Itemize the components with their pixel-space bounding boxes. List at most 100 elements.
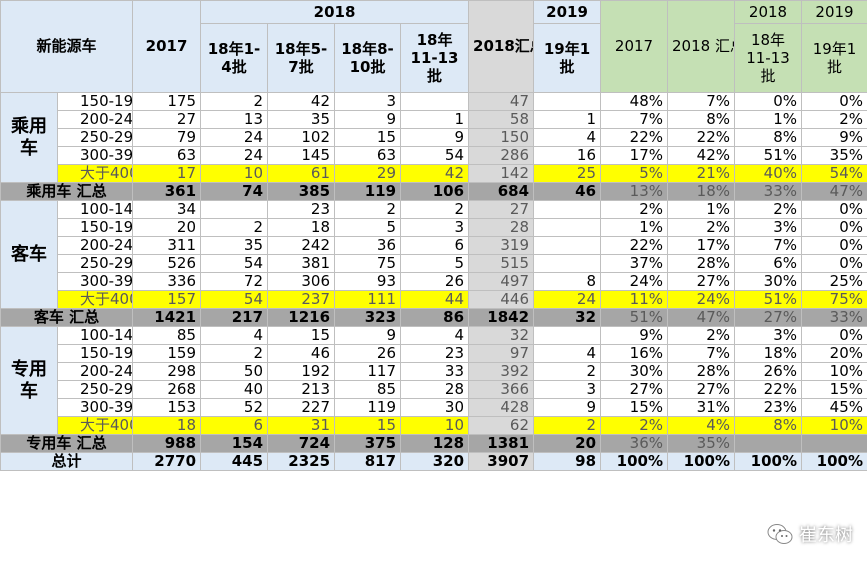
value-cell: 28 (468, 218, 535, 237)
value-cell: 446 (468, 290, 535, 309)
value-cell: 6% (734, 254, 803, 273)
pct-batch-4-header: 18年11-13批 (734, 23, 803, 93)
value-cell: 237 (267, 290, 336, 309)
value-cell: 2% (667, 218, 736, 237)
value-cell: 1 (400, 110, 470, 129)
value-cell: 2% (600, 416, 669, 435)
value-cell: 497 (468, 272, 535, 291)
value-cell: 21% (667, 164, 736, 183)
batch-3-header: 18年8-10批 (334, 23, 402, 93)
category-cell: 乘用车 (0, 92, 58, 183)
value-cell: 26 (334, 344, 402, 363)
subtotal-value: 32 (533, 308, 602, 327)
col-2017-header: 2017 (132, 0, 202, 93)
subtotal-value: 1421 (132, 308, 202, 327)
value-cell: 35 (200, 236, 269, 255)
table-row: 300-3991535222711930428915%31%23%45% (1, 398, 867, 417)
value-cell: 54 (200, 290, 269, 309)
value-cell: 27% (600, 380, 669, 399)
value-cell (200, 200, 269, 219)
value-cell: 20% (801, 344, 867, 363)
range-cell: 250-299 (56, 380, 134, 399)
value-cell: 28% (667, 254, 736, 273)
value-cell: 25% (801, 272, 867, 291)
value-cell: 311 (132, 236, 202, 255)
subtotal-value: 361 (132, 182, 202, 201)
value-cell: 10% (801, 416, 867, 435)
value-cell: 30% (734, 272, 803, 291)
value-cell: 27% (667, 380, 736, 399)
value-cell: 52 (200, 398, 269, 417)
subtotal-value: 47% (667, 308, 736, 327)
wechat-icon (767, 524, 793, 544)
value-cell: 27% (667, 272, 736, 291)
value-cell: 48% (600, 92, 669, 111)
value-cell: 35% (801, 146, 867, 165)
subtotal-value (734, 434, 803, 453)
value-cell: 23% (734, 398, 803, 417)
subtotal-value: 46 (533, 182, 602, 201)
range-cell: 150-199 (56, 218, 134, 237)
value-cell: 175 (132, 92, 202, 111)
value-cell: 22% (600, 236, 669, 255)
value-cell: 10 (200, 164, 269, 183)
value-cell: 4 (400, 326, 470, 345)
value-cell: 1% (667, 200, 736, 219)
watermark-text: 崔东树 (799, 525, 853, 546)
subtotal-value: 154 (200, 434, 269, 453)
group-2019-header: 2019 (533, 0, 602, 24)
range-cell: 大于400 (56, 164, 134, 183)
value-cell: 51% (734, 146, 803, 165)
value-cell: 61 (267, 164, 336, 183)
value-cell: 31 (267, 416, 336, 435)
value-cell: 526 (132, 254, 202, 273)
value-cell: 0% (801, 218, 867, 237)
value-cell: 366 (468, 380, 535, 399)
value-cell: 9 (533, 398, 602, 417)
table-row: 200-249271335915817%8%1%2% (1, 110, 867, 129)
value-cell: 33 (400, 362, 470, 381)
ev-range-table: 新能源车 2017 2018 2018汇总 2019 2017 2018 汇总 … (0, 0, 867, 471)
pct-batch-2019-header: 19年1批 (801, 23, 867, 93)
value-cell: 5% (600, 164, 669, 183)
subtotal-value: 217 (200, 308, 269, 327)
value-cell: 2 (200, 92, 269, 111)
table-row: 250-2997924102159150422%22%8%9% (1, 128, 867, 147)
value-cell: 40 (200, 380, 269, 399)
value-cell: 0% (801, 236, 867, 255)
subtotal-label: 客车 汇总 (0, 308, 134, 327)
pct-2017-header: 2017 (600, 0, 669, 93)
total-label: 总计 (0, 452, 134, 471)
value-cell: 2% (600, 200, 669, 219)
value-cell: 15 (334, 416, 402, 435)
value-cell: 242 (267, 236, 336, 255)
value-cell: 0% (734, 92, 803, 111)
value-cell: 227 (267, 398, 336, 417)
value-cell: 93 (334, 272, 402, 291)
table-row: 大于4001863115106222%4%8%10% (1, 416, 867, 435)
subtotal-value: 1842 (468, 308, 535, 327)
value-cell: 7% (600, 110, 669, 129)
value-cell: 72 (200, 272, 269, 291)
value-cell: 5 (334, 218, 402, 237)
value-cell: 192 (267, 362, 336, 381)
subtotal-value: 128 (400, 434, 470, 453)
subtotal-value (801, 434, 867, 453)
value-cell: 142 (468, 164, 535, 183)
subtotal-value: 1216 (267, 308, 336, 327)
subtotal-value: 119 (334, 182, 402, 201)
subtotal-value: 35% (667, 434, 736, 453)
category-cell: 专用车 (0, 326, 58, 435)
value-cell: 10 (400, 416, 470, 435)
value-cell: 153 (132, 398, 202, 417)
subtotal-value: 51% (600, 308, 669, 327)
watermark: 崔东树 (767, 521, 853, 547)
range-cell: 200-249 (56, 362, 134, 381)
value-cell: 1% (600, 218, 669, 237)
value-cell: 150 (468, 128, 535, 147)
value-cell (533, 236, 602, 255)
value-cell: 2% (734, 200, 803, 219)
value-cell: 7% (667, 92, 736, 111)
value-cell: 42% (667, 146, 736, 165)
